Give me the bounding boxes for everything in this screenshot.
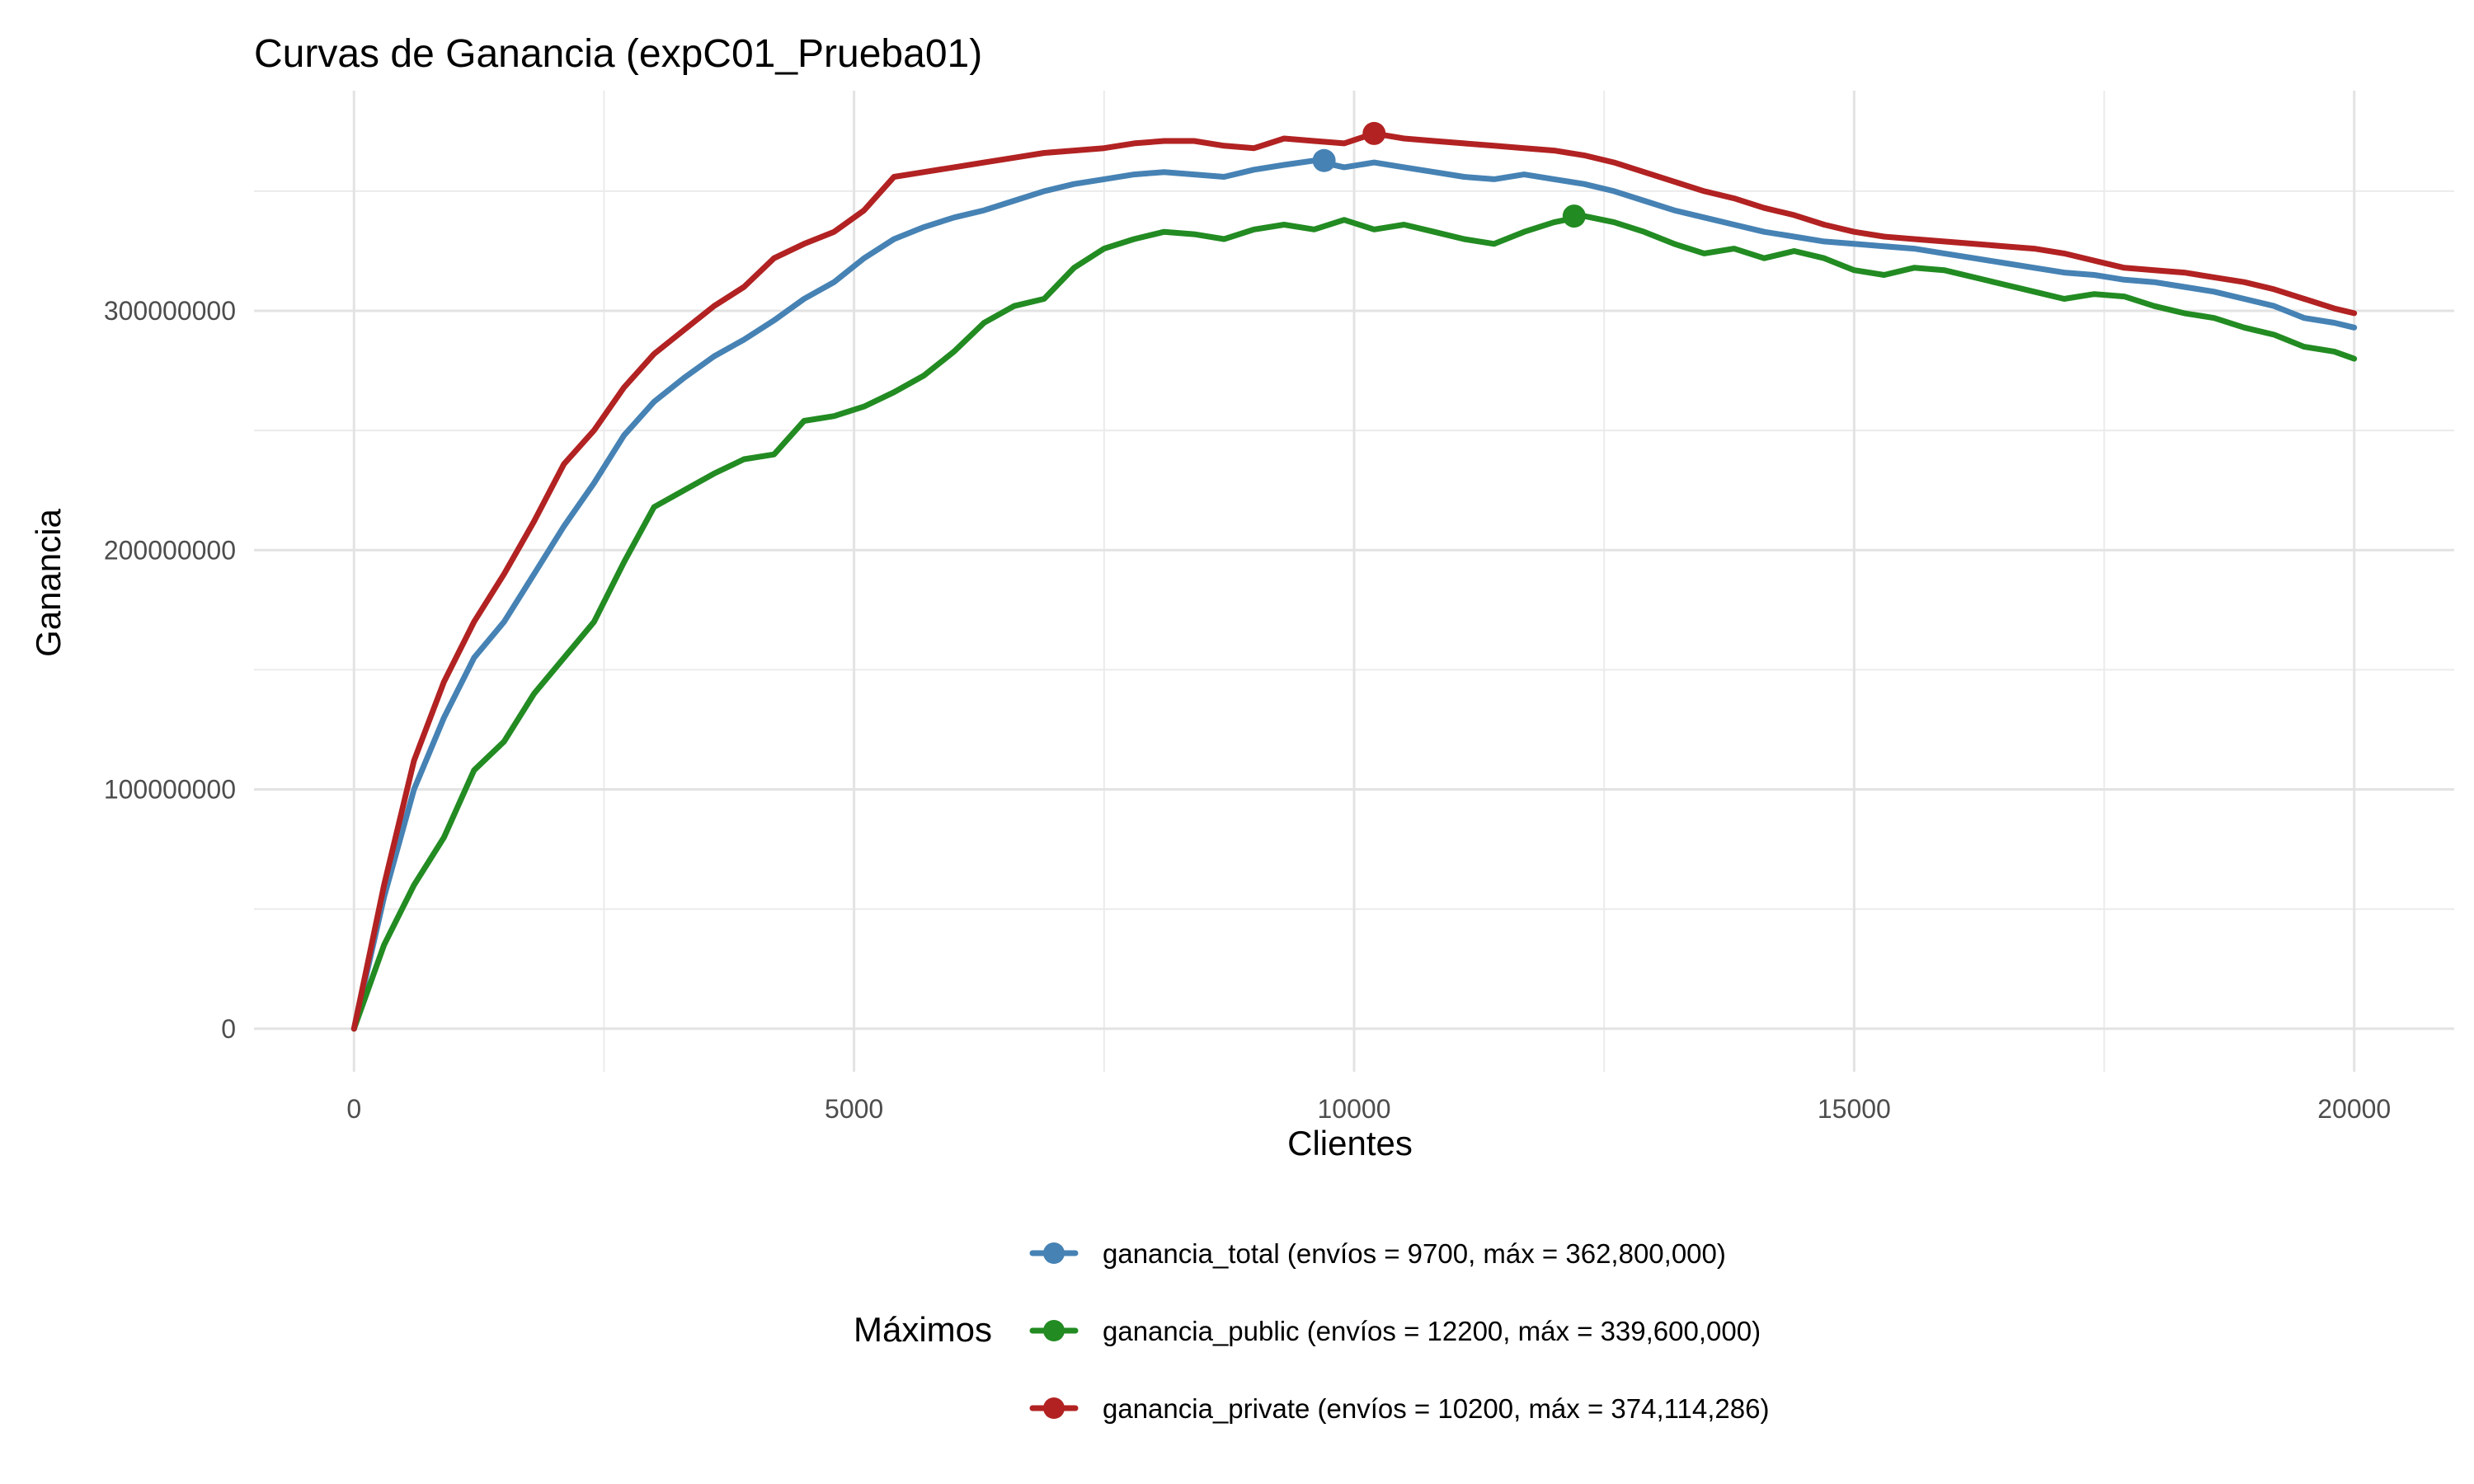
max-point-3 — [1362, 121, 1386, 145]
y-tick-label: 200000000 — [104, 535, 236, 565]
legend: Máximos ganancia_total (envíos = 9700, m… — [854, 1238, 1769, 1424]
max-point-1 — [1312, 148, 1336, 172]
series-line-1 — [350, 157, 2358, 1032]
x-axis-title: Clientes — [1287, 1124, 1413, 1162]
y-tick-label: 0 — [221, 1014, 236, 1044]
x-tick-label: 10000 — [1318, 1094, 1391, 1124]
legend-label-2: ganancia_public (envíos = 12200, máx = 3… — [1103, 1316, 1761, 1346]
major-gridlines — [254, 91, 2454, 1072]
chart-title: Curvas de Ganancia (expC01_Prueba01) — [254, 32, 982, 76]
series-line-3 — [350, 130, 2358, 1032]
y-tick-label: 300000000 — [104, 296, 236, 326]
x-axis-tick-labels: 0 5000 10000 15000 20000 — [346, 1094, 2391, 1124]
legend-key-3 — [1029, 1397, 1079, 1419]
max-points — [1312, 121, 1586, 228]
series-lines — [350, 130, 2358, 1032]
legend-key-dot — [1043, 1320, 1065, 1341]
legend-label-3: ganancia_private (envíos = 10200, máx = … — [1103, 1393, 1769, 1424]
x-tick-label: 5000 — [825, 1094, 883, 1124]
x-tick-label: 0 — [346, 1094, 361, 1124]
y-axis-tick-labels: 0 100000000 200000000 300000000 — [104, 296, 236, 1044]
y-tick-label: 100000000 — [104, 775, 236, 805]
legend-key-dot — [1043, 1397, 1065, 1419]
x-tick-label: 15000 — [1818, 1094, 1891, 1124]
legend-key-1 — [1029, 1242, 1079, 1264]
legend-label-1: ganancia_total (envíos = 9700, máx = 362… — [1103, 1238, 1726, 1269]
y-axis-title: Ganancia — [29, 508, 68, 656]
x-tick-label: 20000 — [2317, 1094, 2391, 1124]
legend-title: Máximos — [854, 1310, 992, 1349]
series-line-2 — [350, 213, 2358, 1032]
legend-key-dot — [1043, 1242, 1065, 1264]
max-point-2 — [1562, 204, 1586, 228]
legend-key-2 — [1029, 1320, 1079, 1341]
